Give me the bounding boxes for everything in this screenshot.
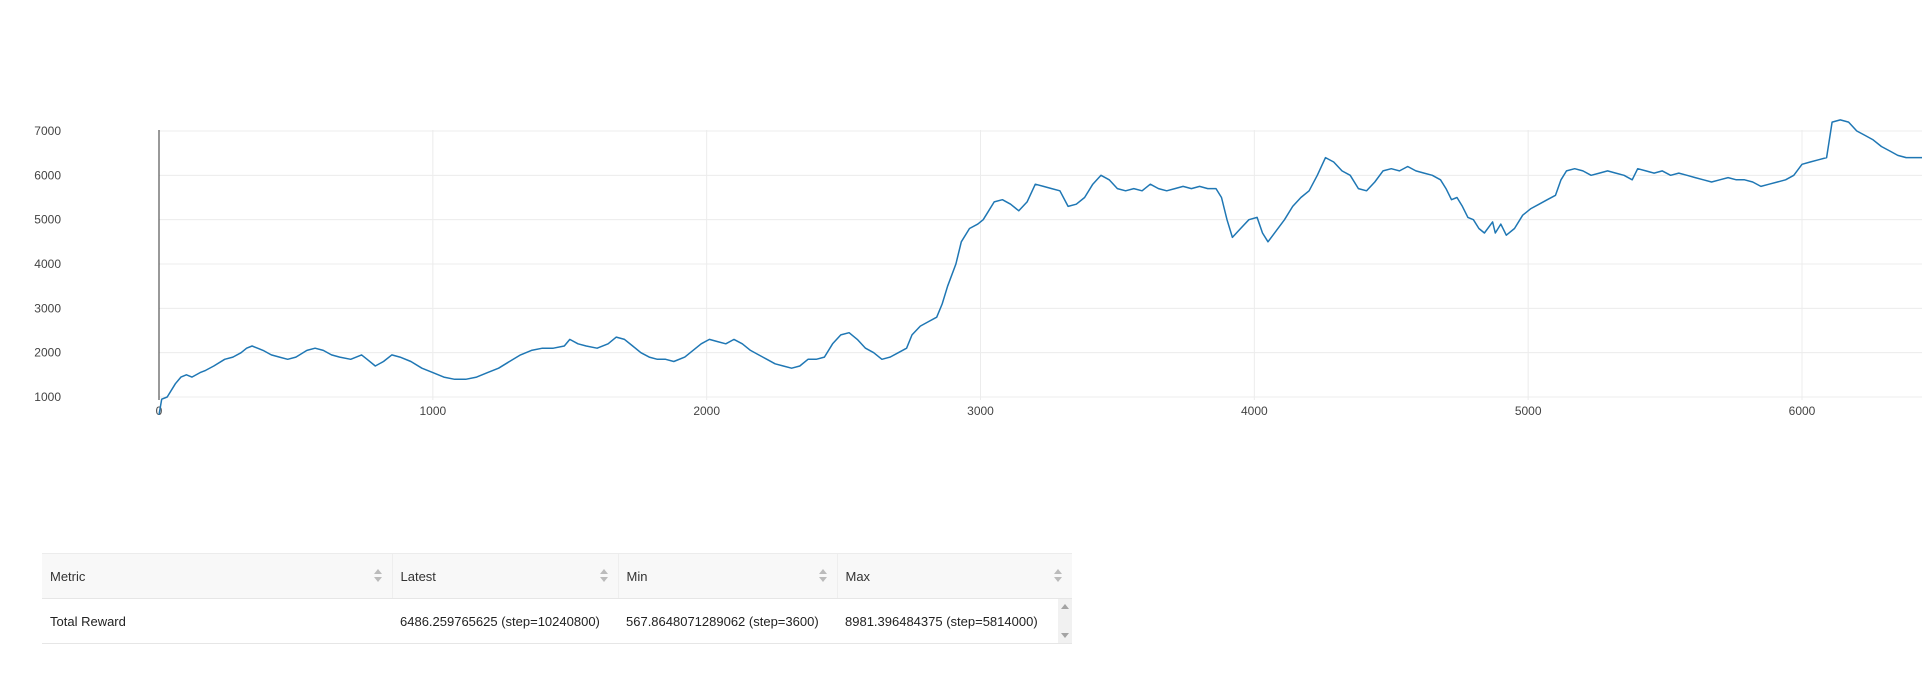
y-tick-label: 7000: [34, 124, 61, 138]
scroll-down-arrow-icon[interactable]: [1061, 633, 1069, 638]
y-axis-ticks: 1000 2000 3000 4000 5000 6000 7000: [34, 124, 61, 404]
cell-metric: Total Reward: [42, 598, 392, 644]
column-header-latest[interactable]: Latest: [392, 554, 619, 599]
y-tick-label: 2000: [34, 346, 61, 360]
x-tick-label: 5000: [1515, 404, 1542, 418]
table-scrollbar[interactable]: [1058, 599, 1072, 643]
scroll-up-arrow-icon[interactable]: [1061, 604, 1069, 609]
sort-icon[interactable]: [599, 569, 608, 583]
table-header-row: Metric Latest Min Max: [42, 554, 1072, 599]
sort-icon[interactable]: [818, 569, 827, 583]
cell-max: 8981.396484375 (step=5814000): [837, 598, 1072, 644]
cell-min: 567.8648071289062 (step=3600): [618, 598, 837, 644]
y-tick-label: 3000: [34, 301, 61, 315]
column-header-label: Metric: [50, 568, 86, 584]
x-tick-label: 6000: [1789, 404, 1816, 418]
sort-icon[interactable]: [1054, 569, 1062, 583]
column-header-metric[interactable]: Metric: [42, 554, 393, 599]
x-axis-ticks: 0 1000 2000 3000 4000 5000 6000: [156, 404, 1816, 418]
y-tick-label: 5000: [34, 213, 61, 227]
column-header-label: Min: [626, 568, 648, 584]
column-header-label: Latest: [400, 568, 436, 584]
x-tick-label: 2000: [693, 404, 720, 418]
x-tick-label: 4000: [1241, 404, 1268, 418]
x-tick-label: 1000: [419, 404, 446, 418]
chart-grid: [159, 130, 1922, 400]
column-header-min[interactable]: Min: [618, 554, 838, 599]
metrics-table: Metric Latest Min Max Total Rew: [42, 553, 1072, 644]
y-tick-label: 1000: [34, 390, 61, 404]
column-header-max[interactable]: Max: [837, 554, 1072, 599]
y-tick-label: 4000: [34, 257, 61, 271]
total-reward-line: [158, 119, 1922, 415]
table-row: Total Reward 6486.259765625 (step=102408…: [42, 598, 1072, 644]
x-tick-label: 3000: [967, 404, 994, 418]
column-header-label: Max: [845, 568, 871, 584]
sort-icon[interactable]: [373, 569, 382, 583]
y-tick-label: 6000: [34, 168, 61, 182]
cell-latest: 6486.259765625 (step=10240800): [392, 598, 618, 644]
